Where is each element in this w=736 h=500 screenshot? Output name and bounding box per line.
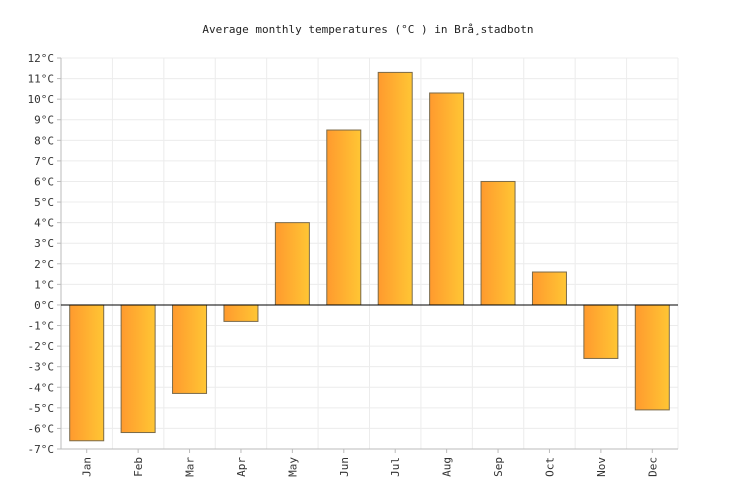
x-axis-labels: Jan Feb Mar Apr May Jun Jul Aug Sep Oct Nov Dec [81, 457, 660, 477]
bar-mar [172, 304, 208, 394]
bar-apr [223, 304, 259, 322]
y-tick-label: -1°C [28, 320, 55, 333]
x-tick-label: May [286, 457, 299, 477]
bar-jun [326, 129, 362, 306]
x-tick-label: Oct [543, 457, 556, 477]
bar-may [274, 222, 310, 306]
y-tick-label: -4°C [28, 381, 55, 394]
bar-sep [480, 180, 516, 306]
x-tick-label: Aug [441, 457, 454, 477]
y-tick-label: 6°C [34, 175, 54, 188]
x-tick-label: Mar [184, 457, 197, 477]
y-tick-label: 1°C [34, 278, 54, 291]
y-tick-label: 9°C [34, 114, 54, 127]
y-tick-label: -3°C [28, 361, 55, 374]
x-tick-label: Feb [132, 457, 145, 477]
y-tick-label: 4°C [34, 217, 54, 230]
x-tick-label: Jun [338, 457, 351, 477]
y-tick-label: -6°C [28, 422, 55, 435]
y-tick-label: 5°C [34, 196, 54, 209]
y-tick-label: -7°C [28, 443, 55, 456]
x-tick-label: Jan [81, 457, 94, 477]
chart-title: Average monthly temperatures (°C ) in Br… [202, 23, 533, 36]
y-tick-label: -2°C [28, 340, 55, 353]
x-tick-label: Jul [389, 457, 402, 477]
y-axis-labels: 12°C 11°C 10°C 9°C 8°C 7°C 6°C 5°C 4°C 3°C 2°C 1°C 0… [28, 52, 55, 456]
y-tick-label: 7°C [34, 155, 54, 168]
x-tick-label: Nov [595, 457, 608, 477]
bar-jul [377, 71, 413, 306]
bar-jan [69, 304, 105, 442]
y-tick-label: 11°C [28, 73, 55, 86]
grid-layer [60, 57, 679, 450]
axis-layer [57, 57, 678, 453]
bars-layer [69, 71, 670, 442]
y-tick-label: 10°C [28, 93, 55, 106]
x-tick-label: Apr [235, 457, 248, 477]
y-tick-label: 0°C [34, 299, 54, 312]
y-tick-label: 3°C [34, 237, 54, 250]
y-tick-label: 12°C [28, 52, 55, 65]
bar-oct [531, 271, 567, 306]
x-tick-label: Dec [646, 457, 659, 477]
bar-nov [583, 304, 619, 359]
y-tick-label: 8°C [34, 134, 54, 147]
y-tick-label: -5°C [28, 402, 55, 415]
bar-aug [429, 92, 465, 306]
x-tick-label: Sep [492, 457, 505, 477]
bar-feb [120, 304, 156, 434]
y-tick-label: 2°C [34, 258, 54, 271]
bar-dec [634, 304, 670, 411]
